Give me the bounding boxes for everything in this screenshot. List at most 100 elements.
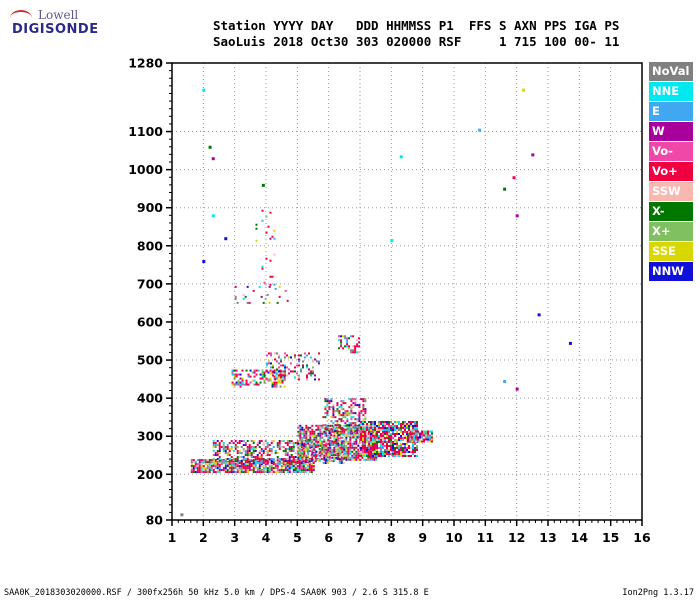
- echo-point: [404, 422, 406, 425]
- echo-point: [245, 379, 248, 382]
- echo-point: [380, 436, 382, 439]
- echo-point: [254, 458, 257, 461]
- echo-point: [353, 456, 356, 459]
- echo-point: [218, 460, 221, 463]
- echo-point: [258, 463, 261, 466]
- echo-point: [290, 362, 292, 365]
- echo-point: [327, 452, 330, 455]
- echo-point: [284, 463, 287, 466]
- echo-point: [284, 442, 287, 445]
- echo-point: [250, 452, 253, 455]
- echo-point: [318, 458, 321, 461]
- echo-point: [333, 446, 336, 449]
- echo-point: [417, 438, 419, 441]
- echo-point: [362, 430, 364, 433]
- echo-point: [376, 446, 378, 449]
- echo-point: [296, 471, 299, 474]
- echo-point: [400, 422, 402, 425]
- echo-point: [336, 420, 339, 423]
- echo-point: [402, 454, 404, 457]
- echo-point: [268, 285, 271, 288]
- echo-point: [272, 462, 275, 465]
- echo-point: [328, 430, 331, 433]
- echo-point: [408, 446, 410, 449]
- echo-point: [261, 219, 264, 222]
- echo-point: [258, 458, 261, 461]
- echo-point: [305, 426, 308, 429]
- echo-point: [367, 448, 370, 451]
- echo-point: [364, 408, 367, 411]
- echo-point: [272, 459, 275, 462]
- echo-point: [224, 465, 227, 468]
- echo-point: [351, 432, 354, 435]
- echo-point: [212, 446, 215, 449]
- echo-point: [358, 436, 361, 439]
- echo-point: [284, 467, 287, 470]
- echo-point: [309, 438, 312, 441]
- echo-point: [370, 452, 372, 455]
- echo-point: [309, 444, 312, 447]
- echo-point: [270, 450, 273, 453]
- echo-point: [230, 467, 233, 470]
- echo-point: [345, 456, 348, 459]
- echo-point: [402, 446, 404, 449]
- echo-point: [218, 442, 221, 445]
- echo-point: [366, 428, 368, 431]
- echo-point: [256, 442, 259, 445]
- echo-point: [347, 458, 350, 461]
- echo-point: [250, 448, 253, 451]
- echo-point: [252, 462, 255, 465]
- echo-point: [261, 369, 264, 372]
- echo-point: [382, 422, 384, 425]
- echo-point: [332, 416, 335, 419]
- echo-point: [286, 471, 289, 474]
- echo-point: [264, 283, 267, 286]
- echo-point: [402, 436, 404, 439]
- echo-point: [327, 454, 330, 457]
- echo-point: [288, 368, 290, 371]
- echo-point: [272, 364, 274, 367]
- echo-point: [279, 381, 282, 384]
- echo-point: [374, 424, 376, 427]
- echo-point: [245, 381, 248, 384]
- echo-point: [190, 471, 193, 474]
- echo-point: [273, 385, 276, 388]
- echo-point: [284, 374, 286, 377]
- echo-point: [255, 227, 258, 230]
- echo-point: [388, 444, 390, 447]
- echo-point: [375, 456, 378, 459]
- echo-point: [324, 432, 327, 435]
- echo-point: [427, 440, 429, 443]
- echo-point: [347, 448, 350, 451]
- echo-point: [228, 463, 231, 466]
- echo-point: [314, 452, 317, 455]
- echo-point: [313, 454, 316, 457]
- echo-point: [268, 362, 270, 365]
- echo-point: [416, 454, 418, 457]
- echo-point: [343, 442, 346, 445]
- echo-point: [332, 406, 335, 409]
- echo-point: [224, 458, 227, 461]
- echo-point: [319, 424, 322, 427]
- echo-point: [378, 440, 380, 443]
- echo-point: [355, 426, 358, 429]
- echo-point: [330, 400, 333, 403]
- echo-point: [423, 440, 425, 443]
- echo-point: [275, 369, 278, 372]
- echo-point: [419, 434, 421, 437]
- echo-point: [328, 428, 331, 431]
- echo-point: [416, 420, 418, 423]
- echo-point: [343, 430, 346, 433]
- axis-tick-labels: 1 2 3 4 5 6 7 8 9 10 11 12 13 14 15 1680200300400500600…: [128, 56, 651, 546]
- echo-point: [276, 467, 279, 470]
- echo-point: [330, 444, 333, 447]
- echo-point: [254, 456, 257, 459]
- echo-point: [268, 448, 271, 451]
- echo-point: [214, 454, 217, 457]
- echo-point: [394, 448, 396, 451]
- echo-point: [414, 454, 416, 457]
- echo-point: [340, 404, 343, 407]
- echo-point: [278, 370, 280, 373]
- echo-point: [339, 446, 342, 449]
- echo-point: [400, 438, 402, 441]
